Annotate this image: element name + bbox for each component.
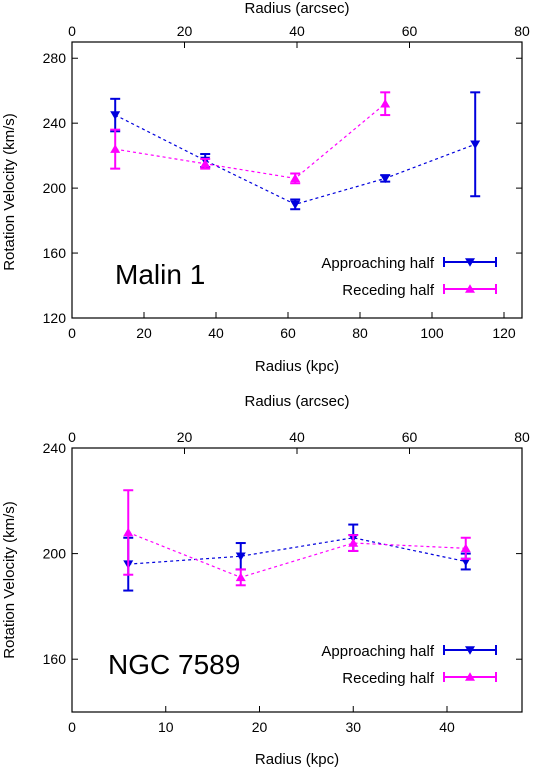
legend-marker xyxy=(465,646,475,655)
data-point xyxy=(123,527,134,537)
x2-tick-label: 40 xyxy=(289,23,305,39)
x2-axis-label: Radius (arcsec) xyxy=(244,0,349,17)
data-point xyxy=(470,140,481,150)
data-point xyxy=(110,111,121,120)
x-tick-label: 100 xyxy=(420,325,444,341)
x2-tick-label: 80 xyxy=(514,23,530,39)
data-point xyxy=(380,174,391,184)
y-tick-label: 240 xyxy=(43,440,67,456)
legend-marker xyxy=(465,672,475,681)
series-line xyxy=(128,531,466,578)
data-point xyxy=(235,552,246,561)
panel-title: NGC 7589 xyxy=(108,649,240,680)
data-point xyxy=(460,557,471,567)
x-axis-label: Radius (kpc) xyxy=(255,358,339,375)
data-point xyxy=(290,173,301,183)
x-tick-label: 40 xyxy=(439,719,455,735)
x2-tick-label: 80 xyxy=(514,429,530,445)
data-point xyxy=(110,144,121,153)
y-tick-label: 280 xyxy=(43,50,67,66)
x2-tick-label: 20 xyxy=(177,429,193,445)
x2-tick-label: 60 xyxy=(402,429,418,445)
panel-ngc7589: NGC 7589 Radius (arcsec) Radius (kpc) Ro… xyxy=(1,393,530,768)
x-tick-label: 30 xyxy=(345,719,361,735)
legend-marker xyxy=(465,258,475,267)
x2-tick-label: 60 xyxy=(402,23,418,39)
x-tick-label: 10 xyxy=(158,719,174,735)
data-point xyxy=(348,538,359,547)
x-tick-label: 20 xyxy=(136,325,152,341)
x-tick-label: 80 xyxy=(352,325,368,341)
y-axis-label: Rotation Velocity (km/s) xyxy=(1,501,18,659)
x-tick-label: 120 xyxy=(492,325,516,341)
x2-tick-label: 20 xyxy=(177,23,193,39)
y-tick-label: 200 xyxy=(43,546,67,562)
panel-malin1: Malin 1 Radius (arcsec) Radius (kpc) Rot… xyxy=(1,0,530,375)
panel-title: Malin 1 xyxy=(115,259,205,290)
x-tick-label: 60 xyxy=(280,325,296,341)
series-line xyxy=(114,114,476,205)
y-tick-label: 160 xyxy=(43,245,67,261)
y-tick-label: 120 xyxy=(43,310,67,326)
y-axis-label: Rotation Velocity (km/s) xyxy=(1,113,18,271)
data-point xyxy=(235,572,246,582)
y-tick-label: 240 xyxy=(43,115,67,131)
x2-tick-label: 40 xyxy=(289,429,305,445)
x-tick-label: 0 xyxy=(68,325,76,341)
data-point xyxy=(460,543,471,553)
x-axis-label: Radius (kpc) xyxy=(255,751,339,768)
legend-label-receding: Receding half xyxy=(342,670,435,687)
x-tick-label: 40 xyxy=(208,325,224,341)
legend-label-approaching: Approaching half xyxy=(321,643,434,660)
legend: Approaching half Receding half xyxy=(321,255,434,299)
data-point xyxy=(200,159,211,168)
series-line xyxy=(128,537,466,565)
legend-label-receding: Receding half xyxy=(342,282,435,299)
legend-label-approaching: Approaching half xyxy=(321,255,434,272)
x2-tick-label: 0 xyxy=(68,429,76,445)
x2-axis-label: Radius (arcsec) xyxy=(244,393,349,410)
x-tick-label: 0 xyxy=(68,719,76,735)
legend-marker xyxy=(465,284,475,293)
x2-tick-label: 0 xyxy=(68,23,76,39)
series-line xyxy=(115,103,386,180)
y-tick-label: 160 xyxy=(43,651,67,667)
y-tick-label: 200 xyxy=(43,180,67,196)
x-tick-label: 20 xyxy=(252,719,268,735)
data-point xyxy=(380,98,391,108)
data-point xyxy=(290,200,301,210)
legend: Approaching half Receding half xyxy=(321,643,434,687)
